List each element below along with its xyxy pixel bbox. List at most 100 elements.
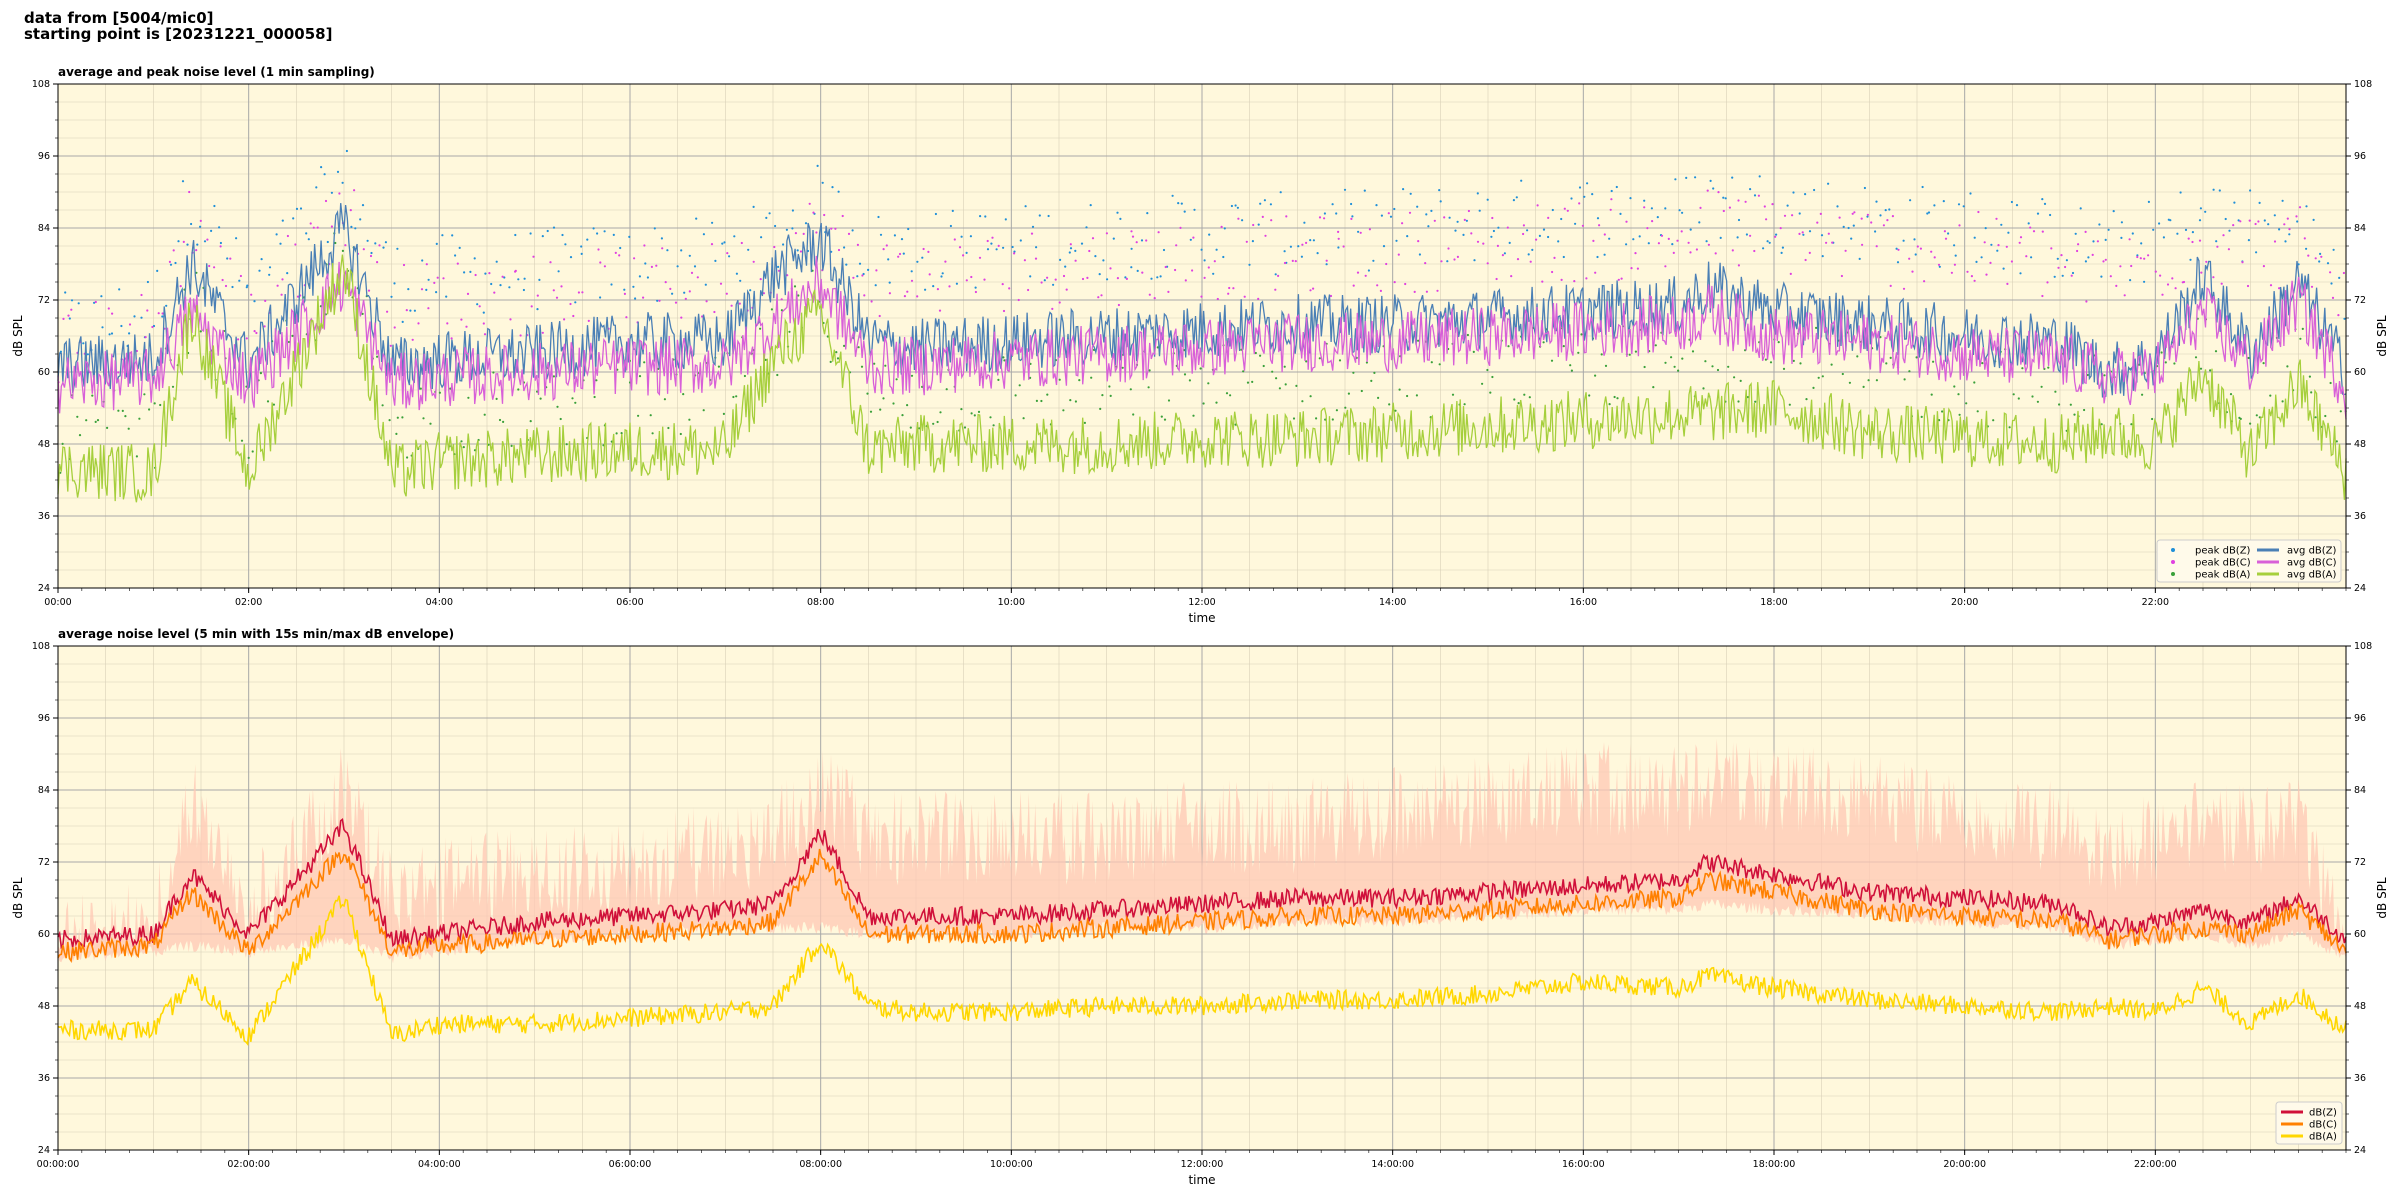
- scatter-point: [1456, 220, 1459, 223]
- scatter-point: [530, 305, 533, 308]
- scatter-point: [460, 440, 463, 443]
- scatter-point: [70, 308, 73, 311]
- scatter-point: [1808, 230, 1812, 233]
- scatter-point: [1425, 290, 1428, 293]
- scatter-point: [1889, 284, 1892, 287]
- scatter-point: [924, 288, 927, 291]
- scatter-point: [1915, 356, 1918, 359]
- scatter-point: [2229, 393, 2233, 396]
- scatter-point: [1245, 240, 1248, 243]
- scatter-point: [1547, 235, 1550, 239]
- scatter-point: [1363, 189, 1366, 192]
- scatter-point: [2312, 218, 2315, 221]
- scatter-point: [1885, 362, 1888, 365]
- scatter-point: [1242, 370, 1245, 373]
- scatter-point: [309, 222, 312, 225]
- scatter-point: [1792, 359, 1795, 362]
- scatter-point: [2079, 207, 2082, 210]
- scatter-point: [1591, 193, 1594, 196]
- y-tick-label-right: 108: [2354, 79, 2372, 90]
- scatter-point: [799, 250, 803, 253]
- scatter-point: [1476, 192, 1479, 195]
- scatter-point: [1717, 191, 1720, 194]
- x-tick-label: 08:00:00: [799, 1159, 842, 1170]
- scatter-point: [1035, 399, 1038, 402]
- scatter-point: [2029, 226, 2032, 229]
- scatter-point: [425, 263, 428, 266]
- scatter-point: [140, 316, 143, 319]
- x-tick-label: 10:00:00: [990, 1159, 1033, 1170]
- y-tick-label-left: 84: [38, 785, 50, 796]
- scatter-point: [483, 413, 486, 416]
- scatter-point: [2049, 213, 2052, 217]
- scatter-point: [722, 412, 726, 415]
- scatter-point: [563, 318, 566, 321]
- scatter-point: [226, 257, 229, 260]
- scatter-point: [1478, 209, 1481, 212]
- scatter-point: [2158, 222, 2161, 225]
- scatter-point: [196, 243, 199, 246]
- scatter-point: [1309, 239, 1312, 242]
- scatter-point: [1418, 253, 1421, 256]
- scatter-point: [1801, 231, 1804, 234]
- scatter-point: [436, 276, 439, 279]
- scatter-point: [1594, 271, 1597, 274]
- scatter-point: [2074, 232, 2077, 235]
- scatter-point: [1520, 179, 1523, 182]
- scatter-point: [1335, 212, 1338, 215]
- scatter-point: [281, 219, 284, 222]
- scatter-point: [1212, 272, 1215, 275]
- x-tick-label: 20:00:00: [1943, 1159, 1986, 1170]
- scatter-point: [253, 300, 256, 303]
- scatter-point: [1024, 205, 1027, 208]
- scatter-point: [2200, 271, 2203, 274]
- scatter-point: [1325, 263, 1328, 266]
- scatter-point: [1318, 357, 1321, 360]
- scatter-point: [808, 202, 811, 205]
- scatter-point: [1953, 244, 1956, 247]
- scatter-point: [963, 426, 967, 429]
- scatter-point: [836, 357, 840, 360]
- scatter-point: [268, 273, 271, 276]
- scatter-point: [1515, 196, 1518, 199]
- scatter-point: [638, 275, 642, 278]
- scatter-point: [834, 227, 837, 230]
- scatter-point: [395, 432, 398, 435]
- y-tick-label-right: 48: [2354, 1001, 2366, 1012]
- scatter-point: [495, 397, 498, 400]
- scatter-point: [305, 232, 308, 235]
- scatter-point: [759, 278, 762, 281]
- scatter-point: [1965, 402, 1968, 405]
- scatter-point: [1380, 214, 1383, 217]
- scatter-point: [2060, 254, 2063, 257]
- scatter-point: [595, 379, 598, 382]
- scatter-point: [2338, 276, 2341, 279]
- scatter-point: [522, 288, 526, 292]
- scatter-point: [2120, 236, 2123, 239]
- scatter-point: [275, 233, 278, 236]
- scatter-point: [1183, 373, 1187, 376]
- scatter-point: [396, 416, 399, 419]
- scatter-point: [676, 265, 679, 268]
- scatter-point: [1085, 226, 1088, 229]
- scatter-point: [596, 232, 599, 235]
- scatter-point: [1538, 234, 1541, 237]
- scatter-point: [1875, 379, 1878, 382]
- scatter-point: [1463, 403, 1466, 406]
- scatter-point: [91, 394, 94, 397]
- scatter-point: [2339, 410, 2342, 413]
- scatter-point: [1215, 401, 1218, 404]
- scatter-point: [1802, 233, 1805, 236]
- scatter-point: [1560, 278, 1563, 281]
- scatter-point: [1746, 396, 1749, 399]
- scatter-point: [77, 302, 80, 305]
- scatter-point: [2154, 270, 2157, 273]
- scatter-point: [1563, 207, 1566, 210]
- scatter-point: [1909, 199, 1912, 202]
- scatter-point: [1136, 269, 1139, 272]
- scatter-point: [419, 387, 422, 390]
- scatter-point: [2254, 222, 2257, 226]
- scatter-point: [2043, 202, 2047, 205]
- scatter-point: [2214, 350, 2218, 353]
- scatter-point: [620, 432, 623, 435]
